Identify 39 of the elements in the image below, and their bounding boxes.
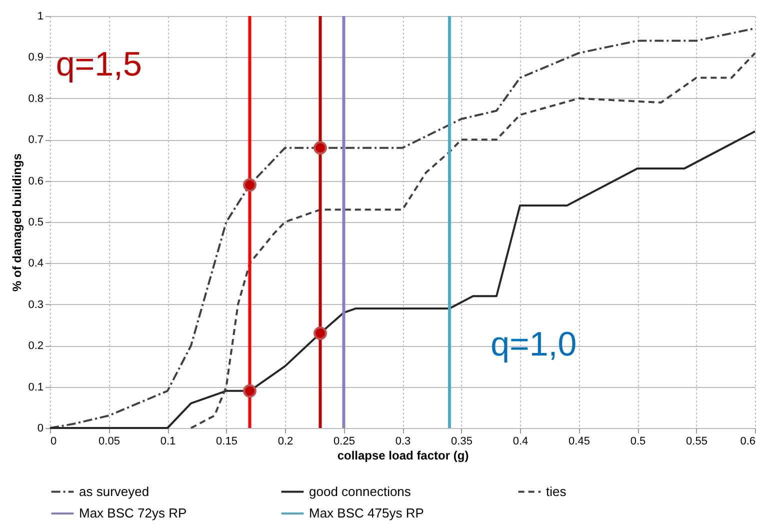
y-tick-label: 0.9 (28, 52, 44, 64)
y-tick-label: 0 (37, 422, 44, 434)
x-tick-label: 0.4 (512, 436, 528, 448)
y-tick-label: 0.2 (28, 340, 44, 352)
y-tick-label: 0.5 (28, 216, 44, 228)
x-tick-label: 0.3 (395, 436, 411, 448)
annotation: q=1,0 (490, 326, 577, 364)
line-series (190, 52, 756, 429)
x-tick-label: 0.25 (334, 436, 355, 448)
legend-label: Max BSC 72ys RP (79, 506, 187, 520)
point (243, 178, 256, 192)
x-tick-label: 0.55 (686, 436, 708, 448)
x-tick-label: 0 (50, 436, 57, 448)
point (314, 326, 327, 340)
x-tick-label: 0.05 (98, 436, 120, 448)
legend-label: ties (546, 484, 567, 499)
y-tick-label: 0.3 (28, 298, 44, 311)
y-tick-label: 1 (37, 10, 44, 22)
x-tick-label: 0.5 (630, 436, 646, 448)
y-axis-title: % of damaged buildings (10, 153, 24, 292)
x-tick-label: 0.1 (160, 436, 176, 448)
annotation: q=1,5 (56, 45, 142, 84)
x-tick-label: 0.6 (740, 436, 756, 448)
y-tick-label: 0.8 (28, 92, 44, 105)
y-tick-label: 0.1 (28, 381, 44, 394)
legend-label: as surveyed (79, 484, 150, 499)
x-tick-label: 0.45 (568, 436, 590, 448)
x-tick-label: 0.2 (278, 436, 294, 448)
line-series (49, 130, 756, 429)
point (314, 141, 327, 155)
x-tick-label: 0.15 (216, 436, 238, 448)
y-tick-label: 0.4 (28, 258, 44, 270)
x-axis-title: collapse load factor (g) (337, 448, 469, 462)
legend-label: good connections (309, 484, 412, 499)
point (243, 384, 256, 398)
y-tick-label: 0.7 (28, 134, 44, 146)
legend-label: Max BSC 475ys RP (309, 506, 424, 520)
x-tick-label: 0.35 (451, 436, 472, 448)
y-tick-label: 0.6 (28, 175, 44, 188)
